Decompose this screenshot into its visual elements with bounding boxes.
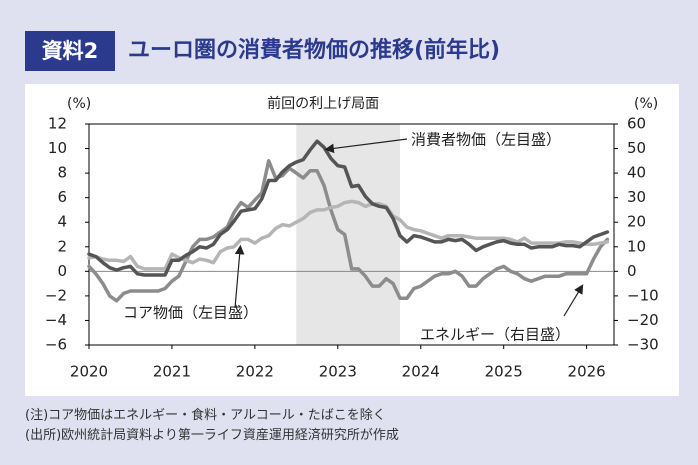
x-tick-label: 2026	[568, 363, 606, 381]
right-tick-label: 20	[627, 213, 646, 231]
left-tick-label: 2	[57, 237, 67, 255]
figure-badge: 資料2	[25, 31, 115, 71]
arrow-energy	[563, 284, 584, 317]
left-tick-label: 0	[57, 262, 67, 280]
right-tick-label: −20	[627, 311, 659, 329]
series-label-headline-cpi: 消費者物価（左目盛）	[411, 131, 561, 149]
series-line-core-cpi	[87, 199, 610, 271]
notes: (注)コア物価はエネルギー・食料・アルコール・たばこを除く (出所)欧州統計局資…	[25, 406, 685, 446]
series-label-energy: エネルギー（右目盛）	[420, 326, 570, 344]
header: 資料2 ユーロ圏の消費者物価の推移(前年比)	[0, 0, 698, 74]
figure-title: ユーロ圏の消費者物価の推移(前年比)	[128, 38, 501, 63]
arrow-core-cpi	[234, 244, 245, 309]
left-tick-label: 12	[48, 115, 67, 133]
left-tick-label: 6	[57, 188, 67, 206]
series-line-energy	[87, 159, 610, 303]
x-tick-label: 2025	[485, 363, 523, 381]
x-tick-label: 2021	[153, 363, 191, 381]
cpi-chart: 121086420−2−4−66050403020100−10−20−30202…	[45, 95, 659, 381]
shaded-hiking-period	[296, 124, 401, 345]
left-tick-label: 8	[57, 164, 67, 182]
shaded-range-label: 前回の利上げ局面	[267, 95, 379, 112]
left-axis-unit: (%)	[67, 96, 91, 112]
right-tick-label: 50	[627, 139, 646, 157]
x-tick-label: 2024	[402, 363, 440, 381]
plot-frame	[88, 123, 615, 346]
x-tick-label: 2020	[70, 363, 108, 381]
right-tick-label: 10	[627, 237, 646, 255]
right-tick-label: −10	[627, 286, 659, 304]
footnote: (注)コア物価はエネルギー・食料・アルコール・たばこを除く	[25, 408, 386, 423]
source-note: (出所)欧州統計局資料より第一ライフ資産運用経済研究所が作成	[25, 428, 399, 443]
left-tick-label: −2	[45, 286, 67, 304]
chart-panel: 12 10 8 6 4 2 0 −2 −4 −6 60 50 40 30 20 10 0 −10 −20 −30 202…	[25, 84, 679, 396]
right-axis-unit: (%)	[634, 96, 658, 112]
right-tick-label: 0	[627, 262, 637, 280]
right-tick-label: 40	[627, 164, 646, 182]
right-tick-label: −30	[627, 336, 659, 354]
x-tick-label: 2022	[236, 363, 274, 381]
left-tick-label: −6	[45, 336, 67, 354]
left-tick-label: 10	[48, 139, 67, 157]
arrow-headline-cpi	[324, 138, 408, 154]
right-tick-label: 60	[627, 115, 646, 133]
left-tick-label: −4	[45, 311, 67, 329]
series-line-headline-cpi	[87, 139, 610, 277]
x-tick-label: 2023	[319, 363, 357, 381]
left-tick-label: 4	[57, 213, 67, 231]
series-label-core-cpi: コア物価（左目盛）	[123, 304, 258, 322]
right-tick-label: 30	[627, 188, 646, 206]
